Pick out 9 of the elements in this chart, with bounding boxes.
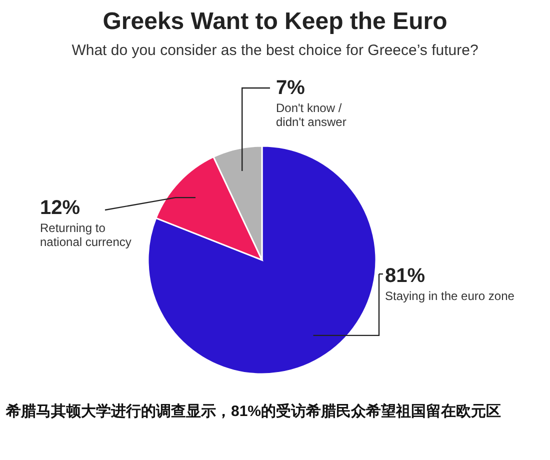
chart-title: Greeks Want to Keep the Euro: [102, 8, 448, 36]
data-label: 81%: [385, 265, 426, 287]
data-label: 12%: [40, 197, 80, 219]
data-label: 7%: [276, 77, 306, 99]
slice-label: Staying in the euro zone: [385, 289, 515, 303]
chart-subtitle: What do you consider as the best choice for Greece’s future?: [70, 42, 480, 59]
slice-label: Don't know / didn't answer: [276, 101, 346, 129]
text: 希腊马其顿大学进行的调查显示，81%的受访希腊民众希望祖国留在欧元区: [6, 402, 502, 422]
slice-label: Returning to national currency: [40, 221, 132, 249]
